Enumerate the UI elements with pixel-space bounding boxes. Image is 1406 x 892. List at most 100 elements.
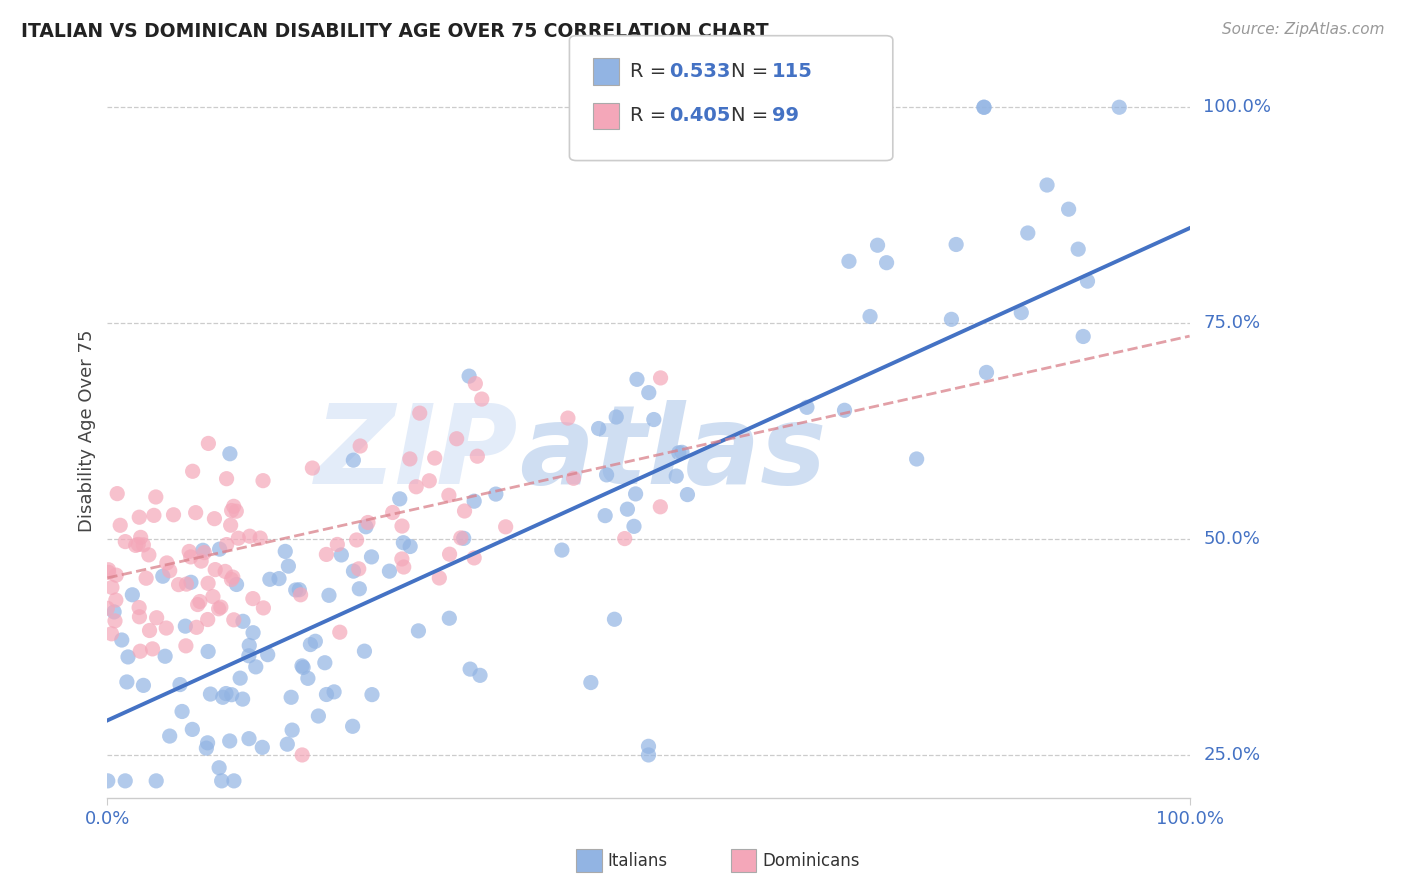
Point [180,575,202,590]
Text: 115: 115 [772,62,813,81]
Point [418,474,440,488]
Point [242,591,264,606]
Text: 0.405: 0.405 [669,106,731,126]
Point [423,450,446,465]
Point [221,688,243,702]
Text: 100.0%: 100.0% [1204,98,1271,116]
Point [276,737,298,751]
Point [187,598,209,612]
Point [169,677,191,691]
Point [650,371,672,385]
Point [838,254,860,268]
Point [391,519,413,533]
Point [866,238,889,252]
Point [156,556,179,570]
Point [193,545,215,559]
Point [222,570,245,584]
Point [162,508,184,522]
Point [392,535,415,549]
Point [138,624,160,638]
Point [181,723,204,737]
Point [132,538,155,552]
Point [485,487,508,501]
Point [252,474,274,488]
Point [458,369,481,384]
Point [117,649,139,664]
Y-axis label: Disability Age Over 75: Disability Age Over 75 [79,330,96,533]
Point [665,469,688,483]
Point [290,588,312,602]
Point [399,540,422,554]
Point [114,773,136,788]
Point [439,611,461,625]
Point [274,544,297,558]
Point [392,560,415,574]
Point [329,625,352,640]
Point [214,565,236,579]
Point [342,564,364,578]
Point [184,506,207,520]
Text: R =: R = [630,62,672,81]
Point [315,548,337,562]
Point [245,660,267,674]
Point [342,453,364,467]
Point [211,690,233,705]
Text: Dominicans: Dominicans [762,852,859,870]
Point [1036,178,1059,192]
Point [209,600,232,615]
Point [100,627,122,641]
Point [973,100,995,114]
Point [299,638,322,652]
Point [277,559,299,574]
Point [186,620,208,634]
Point [437,488,460,502]
Point [176,577,198,591]
Point [409,406,432,420]
Point [405,480,427,494]
Text: 99: 99 [772,106,799,126]
Point [301,461,323,475]
Point [291,747,314,762]
Point [1067,242,1090,256]
Point [96,601,118,615]
Point [357,516,380,530]
Point [1017,226,1039,240]
Point [973,100,995,114]
Point [439,547,461,561]
Point [188,594,211,608]
Point [225,504,247,518]
Point [128,609,150,624]
Point [215,687,238,701]
Point [1108,100,1130,114]
Point [347,562,370,576]
Point [174,639,197,653]
Point [252,601,274,615]
Point [153,649,176,664]
Point [297,671,319,685]
Point [256,648,278,662]
Point [626,372,648,386]
Point [463,550,485,565]
Point [200,687,222,701]
Point [111,632,134,647]
Text: 75.0%: 75.0% [1204,314,1261,332]
Point [97,566,120,580]
Point [108,518,131,533]
Point [588,421,610,435]
Point [249,531,271,545]
Point [97,773,120,788]
Point [941,312,963,326]
Point [464,376,486,391]
Point [145,773,167,788]
Point [105,568,128,582]
Point [349,582,371,596]
Point [232,615,254,629]
Point [238,731,260,746]
Point [945,237,967,252]
Text: 0.533: 0.533 [669,62,731,81]
Point [138,548,160,562]
Point [215,472,238,486]
Point [876,255,898,269]
Point [643,412,665,426]
Point [453,532,475,546]
